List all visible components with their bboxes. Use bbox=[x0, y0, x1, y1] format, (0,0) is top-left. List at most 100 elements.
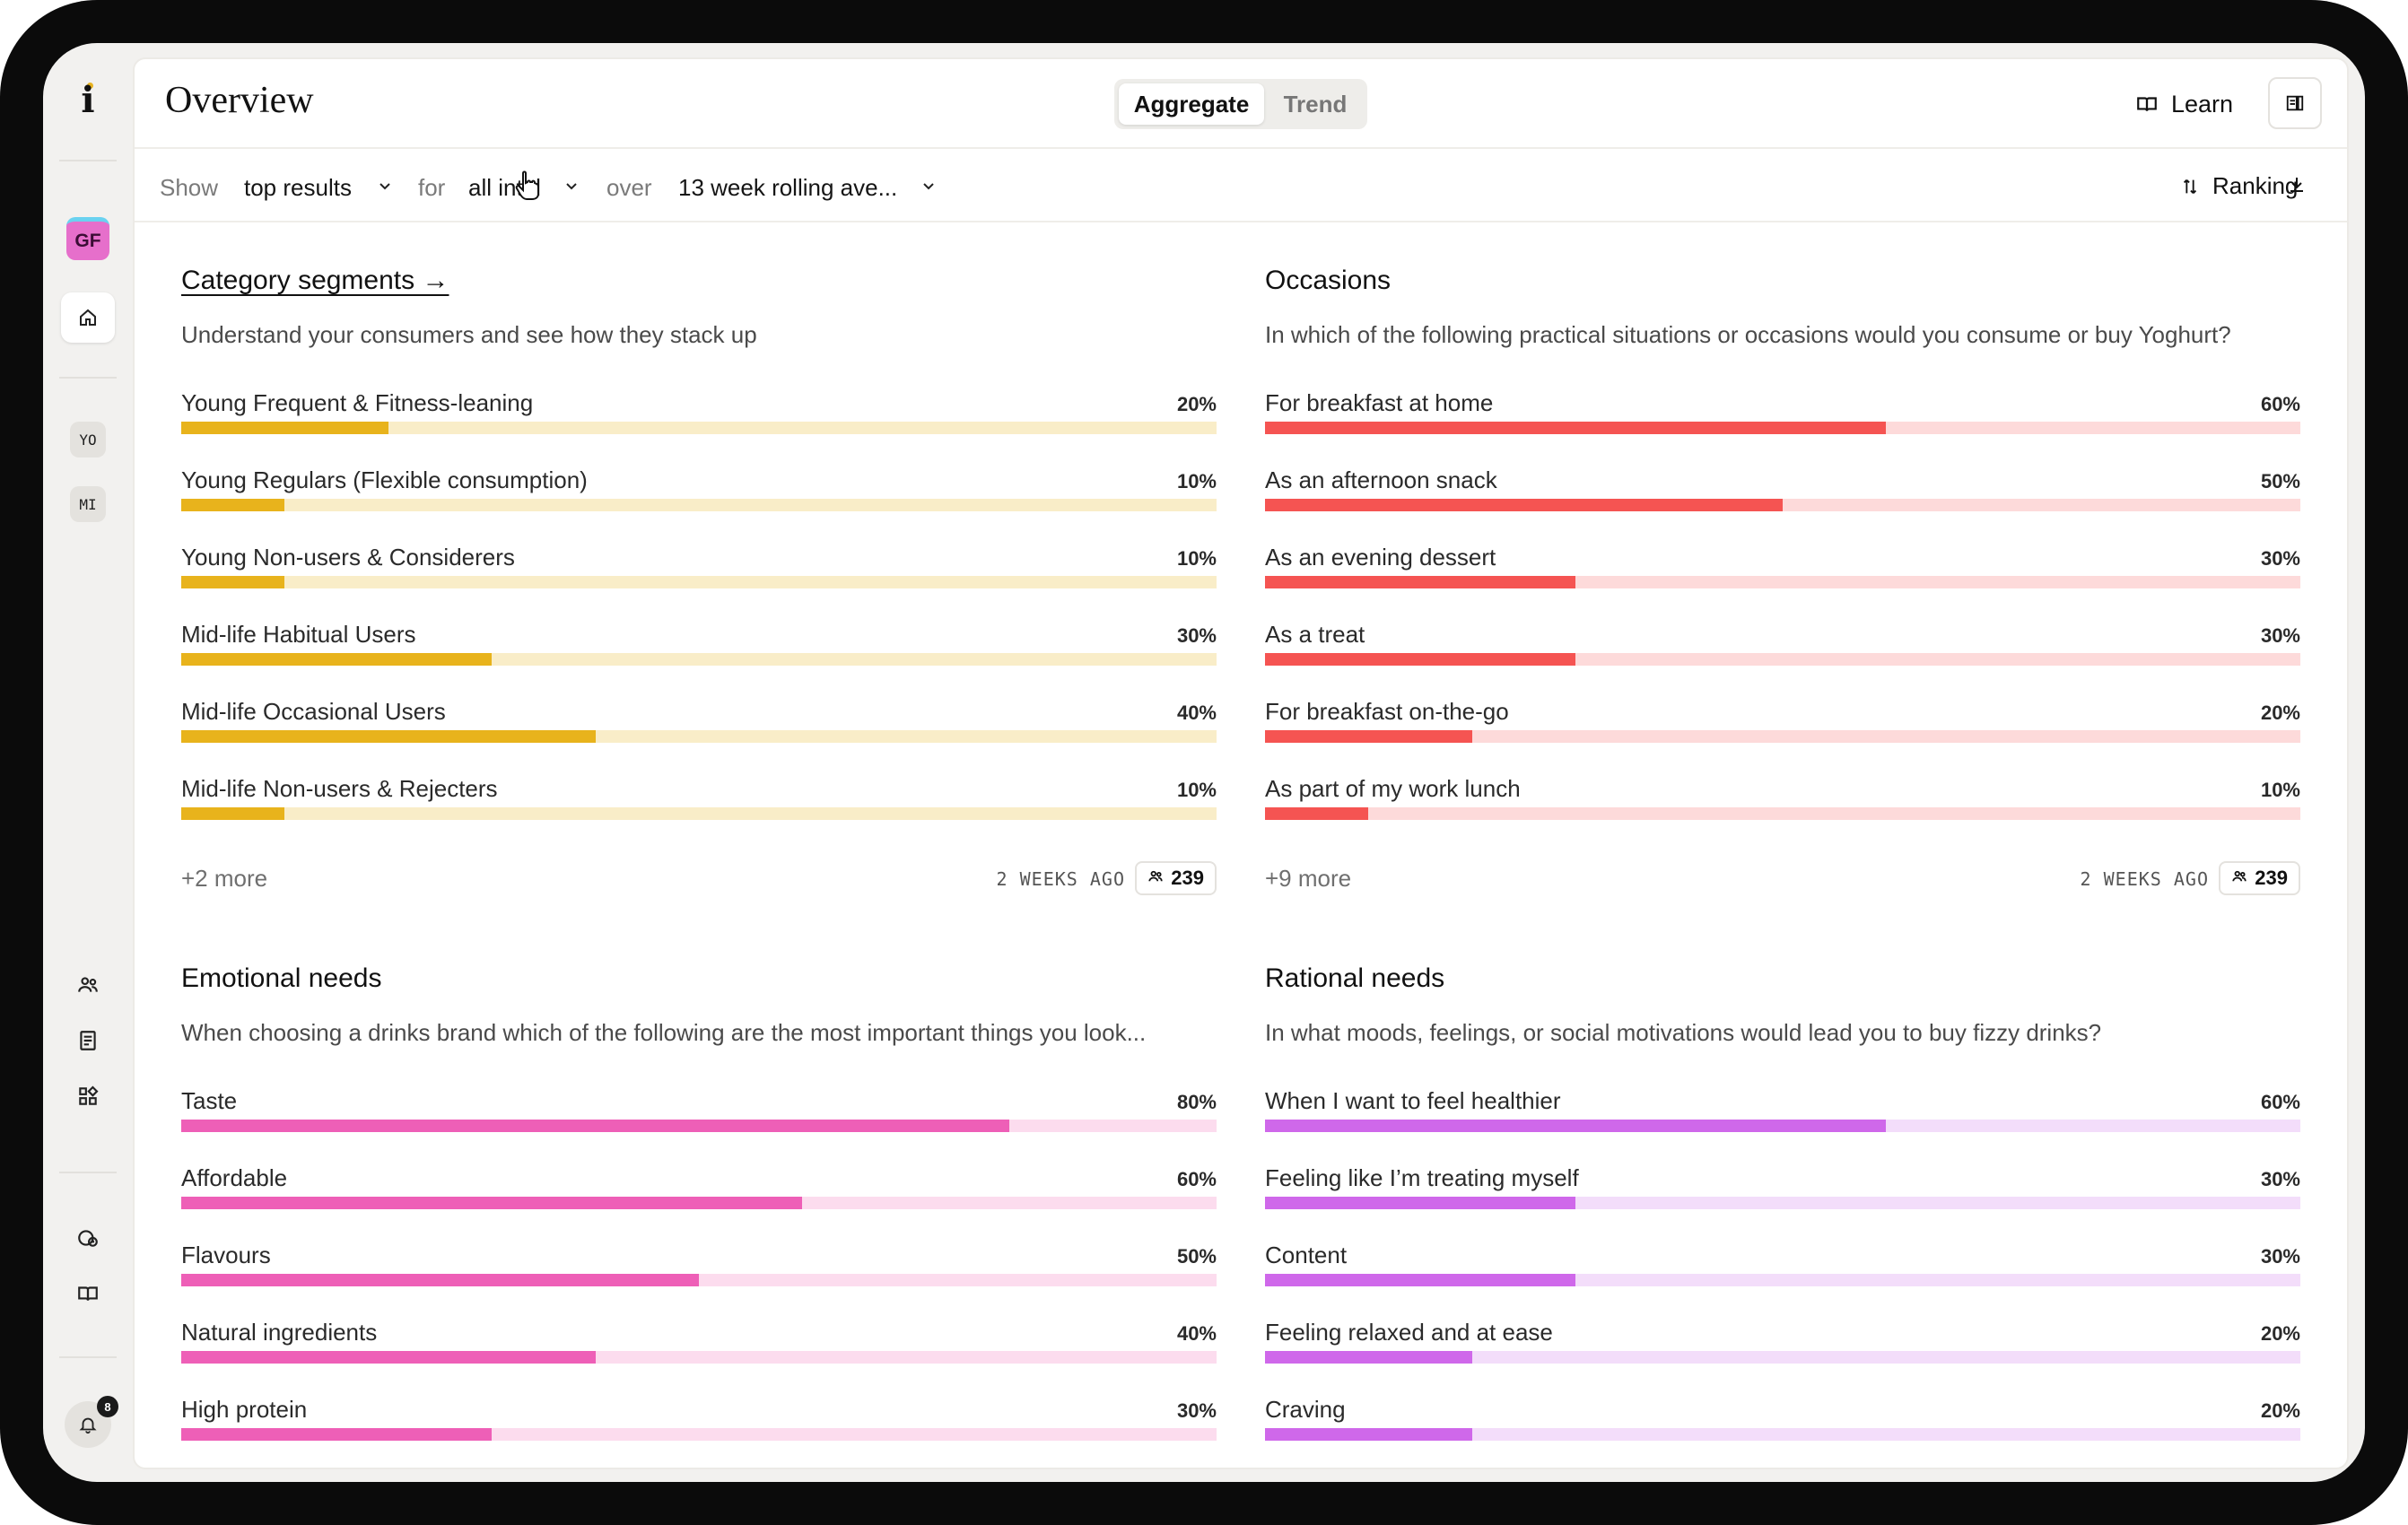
bar-row[interactable]: As an afternoon snack 50% bbox=[1265, 466, 2300, 524]
bar-percent: 60% bbox=[2260, 393, 2300, 415]
bar-row[interactable]: Mid-life Non-users & Rejecters 10% bbox=[181, 775, 1217, 832]
bar-row[interactable]: As part of my work lunch 10% bbox=[1265, 775, 2300, 832]
bar-label: Young Frequent & Fitness-leaning bbox=[181, 389, 534, 416]
insight-card: Category segments → Understand your consu… bbox=[181, 266, 1217, 895]
period-dropdown[interactable]: 13 week rolling ave... bbox=[678, 174, 898, 201]
bar-fill bbox=[181, 1274, 699, 1286]
for-label: for bbox=[418, 174, 446, 201]
bar-track bbox=[181, 807, 1217, 820]
bar-row[interactable]: Young Frequent & Fitness-leaning 20% bbox=[181, 389, 1217, 447]
bar-track bbox=[181, 1120, 1217, 1132]
card-question: Understand your consumers and see how th… bbox=[181, 321, 757, 348]
chevron-down-icon[interactable] bbox=[377, 181, 393, 192]
bar-row[interactable]: Affordable 60% bbox=[181, 1164, 1217, 1222]
bar-row[interactable]: Young Non-users & Considerers 10% bbox=[181, 544, 1217, 601]
bar-label: Flavours bbox=[181, 1242, 271, 1268]
bar-fill bbox=[1265, 1120, 1886, 1132]
sidebar: i GF YO MI bbox=[43, 43, 133, 1482]
bar-row[interactable]: Flavours 50% bbox=[181, 1242, 1217, 1299]
bar-fill bbox=[1265, 499, 1783, 511]
bar-percent: 60% bbox=[1176, 1168, 1217, 1190]
apps-button[interactable] bbox=[74, 1082, 102, 1111]
bar-fill bbox=[181, 1351, 596, 1364]
bar-fill bbox=[1265, 653, 1575, 666]
show-more-link[interactable]: +9 more bbox=[1265, 865, 1352, 892]
tab-trend[interactable]: Trend bbox=[1283, 90, 1348, 118]
bar-row[interactable]: When I want to feel healthier 60% bbox=[1265, 1087, 2300, 1145]
bar-row[interactable]: Content 30% bbox=[1265, 1242, 2300, 1299]
people-icon bbox=[1147, 867, 1164, 890]
bar-percent: 30% bbox=[2260, 1168, 2300, 1190]
insight-card: Rational needs In what moods, feelings, o… bbox=[1265, 963, 2300, 1468]
bar-percent: 30% bbox=[2260, 547, 2300, 570]
bar-track bbox=[181, 576, 1217, 588]
bar-percent: 80% bbox=[1176, 1091, 1217, 1113]
tab-aggregate[interactable]: Aggregate bbox=[1119, 83, 1264, 125]
updated-timestamp: 2 WEEKS AGO bbox=[996, 868, 1125, 890]
view-toggle: Aggregate Trend bbox=[1114, 79, 1367, 129]
people-button[interactable] bbox=[74, 971, 102, 999]
app-logo[interactable]: i bbox=[81, 79, 95, 121]
bar-row[interactable]: High protein 30% bbox=[181, 1396, 1217, 1453]
bar-row[interactable]: As a treat 30% bbox=[1265, 621, 2300, 678]
respondent-count-badge[interactable]: 239 bbox=[1135, 861, 1217, 895]
bar-track bbox=[181, 653, 1217, 666]
bar-row[interactable]: As an evening dessert 30% bbox=[1265, 544, 2300, 601]
bar-track bbox=[1265, 499, 2300, 511]
bar-row[interactable]: Feeling like I’m treating myself 30% bbox=[1265, 1164, 2300, 1222]
main-panel: Overview Aggregate Trend Learn Show top … bbox=[133, 57, 2349, 1469]
sidebar-chip-yo[interactable]: YO bbox=[70, 422, 106, 458]
sidebar-chip-mi[interactable]: MI bbox=[70, 486, 106, 522]
bar-track bbox=[1265, 1197, 2300, 1209]
bar-label: Mid-life Occasional Users bbox=[181, 698, 446, 725]
bar-track bbox=[1265, 730, 2300, 743]
bar-track bbox=[1265, 1351, 2300, 1364]
logo-dot bbox=[87, 83, 93, 89]
workspace-avatar[interactable]: GF bbox=[66, 217, 109, 260]
download-icon[interactable] bbox=[2286, 174, 2308, 196]
card-question: When choosing a drinks brand which of th… bbox=[181, 1019, 1147, 1046]
bar-row[interactable]: Craving 20% bbox=[1265, 1396, 2300, 1453]
bar-row[interactable]: For breakfast on-the-go 20% bbox=[1265, 698, 2300, 755]
bar-label: Affordable bbox=[181, 1164, 288, 1191]
bar-track bbox=[1265, 653, 2300, 666]
layout-toggle-button[interactable] bbox=[2268, 77, 2322, 129]
bar-percent: 60% bbox=[2260, 1091, 2300, 1113]
bar-label: For breakfast on-the-go bbox=[1265, 698, 1509, 725]
bar-fill bbox=[181, 499, 284, 511]
bar-row[interactable]: Taste 80% bbox=[181, 1087, 1217, 1145]
sort-icon bbox=[2183, 179, 2197, 194]
bar-row[interactable]: Mid-life Habitual Users 30% bbox=[181, 621, 1217, 678]
bar-row[interactable]: Mid-life Occasional Users 40% bbox=[181, 698, 1217, 755]
card-question: In what moods, feelings, or social motiv… bbox=[1265, 1019, 2102, 1046]
bar-fill bbox=[181, 422, 388, 434]
ranking-button[interactable]: Ranking bbox=[2180, 172, 2298, 200]
bar-row[interactable]: Feeling relaxed and at ease 20% bbox=[1265, 1319, 2300, 1376]
home-button[interactable] bbox=[61, 292, 115, 343]
bar-row[interactable]: Young Regulars (Flexible consumption) 10% bbox=[181, 466, 1217, 524]
app-screen: i GF YO MI bbox=[43, 43, 2365, 1482]
bar-label: As an afternoon snack bbox=[1265, 466, 1497, 493]
reports-button[interactable] bbox=[74, 1026, 102, 1055]
chevron-down-icon[interactable] bbox=[563, 181, 580, 192]
bar-label: Taste bbox=[181, 1087, 238, 1114]
learn-sidebar-button[interactable] bbox=[74, 1279, 102, 1308]
over-label: over bbox=[606, 174, 652, 201]
bar-row[interactable]: Natural ingredients 40% bbox=[181, 1319, 1217, 1376]
bar-row[interactable]: For breakfast at home 60% bbox=[1265, 389, 2300, 447]
learn-button[interactable]: Learn bbox=[2135, 86, 2233, 122]
show-more-link[interactable]: +2 more bbox=[181, 865, 268, 892]
bar-label: Mid-life Non-users & Rejecters bbox=[181, 775, 498, 802]
settings-button[interactable] bbox=[74, 1224, 102, 1252]
show-dropdown[interactable]: top results bbox=[244, 174, 352, 201]
bar-track bbox=[181, 1351, 1217, 1364]
respondent-count: 239 bbox=[2255, 867, 2288, 889]
show-label: Show bbox=[160, 174, 219, 201]
respondent-count-badge[interactable]: 239 bbox=[2219, 861, 2300, 895]
people-icon bbox=[78, 977, 98, 992]
shield-clock-icon bbox=[78, 1230, 98, 1247]
card-title[interactable]: Category segments → bbox=[181, 266, 449, 295]
bar-label: Feeling like I’m treating myself bbox=[1265, 1164, 1579, 1191]
bar-label: For breakfast at home bbox=[1265, 389, 1494, 416]
chevron-down-icon[interactable] bbox=[920, 181, 937, 192]
